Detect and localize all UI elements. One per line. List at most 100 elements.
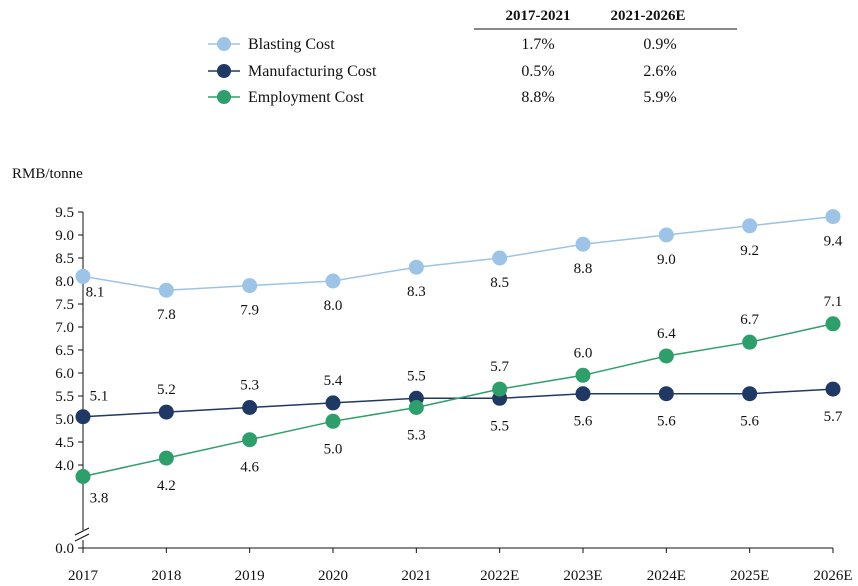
data-point [408, 400, 424, 415]
data-label: 8.0 [324, 298, 343, 314]
x-tick-label: 2020 [318, 568, 348, 584]
cagr-header-2: 2021-2026E [611, 8, 686, 24]
y-tick-label: 5.0 [55, 412, 74, 428]
data-label: 5.6 [740, 414, 759, 430]
cagr-value: 0.5% [521, 63, 554, 80]
y-tick-label: 7.0 [55, 320, 74, 336]
data-point [742, 386, 758, 402]
data-label: 5.1 [90, 389, 109, 405]
series-blasting-cost: 8.1 7.8 7.9 8.0 8.3 8.5 8.8 9.0 9.2 9.4 [75, 209, 843, 323]
y-axis-title: RMB/tonne [12, 166, 83, 182]
data-label: 5.0 [324, 441, 343, 457]
series-employment-cost: 3.8 4.2 4.6 5.0 5.3 5.7 6.0 6.4 6.7 7.1 [75, 294, 843, 507]
series-line [82, 323, 834, 478]
data-point [158, 282, 174, 298]
cagr-header-1: 2017-2021 [506, 8, 571, 24]
data-point [742, 218, 758, 234]
y-tick-label: 7.5 [55, 297, 74, 313]
legend-label: Employment Cost [248, 89, 365, 106]
series-layer: 8.17.8 7.9 8.08.38.58.89.09.29.45.1 5.2 5.3 5… [75, 209, 843, 507]
legend-marker [217, 90, 231, 104]
cagr-value: 0.9% [643, 36, 676, 53]
data-point [325, 395, 341, 411]
data-point [325, 413, 341, 429]
data-label: 8.5 [490, 275, 509, 291]
data-point [242, 278, 258, 294]
legend: Blasting Cost Manufacturing Cost Employmen… [208, 36, 377, 106]
data-point [575, 236, 591, 252]
data-label: 5.6 [574, 414, 593, 430]
cagr-value: 1.7% [521, 36, 554, 53]
cagr-table: 2017-2021 2021-2026E 1.7% 0.9% 0.5% 2.6% 8.8… [474, 8, 737, 106]
data-label: 5.4 [324, 373, 343, 389]
legend-item: Employment Cost [208, 89, 365, 106]
y-tick-label: 4.0 [55, 458, 74, 474]
x-tick-label: 2019 [235, 568, 265, 584]
x-tick-label: 2026E [813, 568, 852, 584]
data-point [492, 250, 508, 266]
data-label: 5.7 [490, 359, 509, 375]
legend-item: Blasting Cost [208, 36, 335, 53]
x-tick-label: 2017 [68, 568, 99, 584]
data-point [658, 386, 674, 402]
cagr-value: 5.9% [643, 89, 676, 106]
y-tick-label: 4.5 [55, 435, 74, 451]
data-point [492, 381, 508, 397]
data-label: 9.2 [740, 243, 759, 259]
data-label: 5.5 [490, 418, 509, 434]
data-label: 7.8 [157, 307, 176, 323]
data-label: 4.6 [240, 460, 259, 476]
data-point [158, 450, 174, 466]
data-point [575, 386, 591, 402]
data-label: 4.2 [157, 478, 176, 494]
data-point [658, 227, 674, 243]
y-tick-label: 6.5 [55, 343, 74, 359]
data-point [658, 348, 674, 364]
legend-label: Manufacturing Cost [248, 63, 377, 80]
series-line [82, 215, 834, 291]
data-point [75, 409, 91, 425]
data-label: 3.8 [90, 491, 109, 507]
data-point [408, 259, 424, 275]
x-tick-label: 2023E [563, 568, 602, 584]
data-label: 8.8 [574, 261, 593, 277]
x-tick-label: 2021 [401, 568, 431, 584]
series-manufacturing-cost: 5.1 5.2 5.3 5.4 5.5 5.5 5.6 5.6 5.6 5.7 [75, 368, 843, 434]
y-tick-label: 9.5 [55, 205, 74, 221]
data-point [242, 432, 258, 448]
legend-marker [217, 37, 231, 51]
data-label: 5.5 [407, 368, 426, 384]
legend-label: Blasting Cost [248, 36, 335, 53]
series-line [82, 388, 834, 418]
y-tick-label: 8.0 [55, 274, 74, 290]
data-point [75, 469, 91, 484]
cagr-value: 8.8% [521, 89, 554, 106]
data-point [825, 381, 841, 397]
axis-break-mark [74, 527, 90, 536]
data-label: 6.0 [574, 345, 593, 361]
data-label: 9.4 [824, 234, 843, 250]
cagr-value: 2.6% [643, 63, 676, 80]
x-tick-label: 2024E [647, 568, 686, 584]
data-label: 6.4 [657, 326, 676, 342]
data-label: 7.1 [824, 294, 843, 310]
y-tick-label: 9.0 [55, 228, 74, 244]
data-point [742, 334, 758, 350]
x-tick-label: 2022E [480, 568, 519, 584]
data-point [325, 273, 341, 289]
x-tick-label: 2018 [151, 568, 181, 584]
data-label: 8.3 [407, 284, 426, 300]
data-point [825, 209, 841, 225]
data-point [575, 367, 591, 383]
data-point [242, 400, 258, 415]
data-label: 7.9 [240, 303, 259, 319]
data-label: 6.7 [740, 312, 759, 328]
axis-break-mark [74, 533, 90, 542]
legend-marker [217, 64, 231, 78]
data-point [75, 268, 91, 284]
data-point [158, 404, 174, 420]
legend-item: Manufacturing Cost [208, 63, 377, 80]
data-label: 8.1 [86, 284, 105, 300]
axes: 0.0 4.0 4.5 5.0 5.5 6.0 6.5 7.0 7.5 8.0 8.5 9.0 9.5 2… [55, 205, 852, 584]
